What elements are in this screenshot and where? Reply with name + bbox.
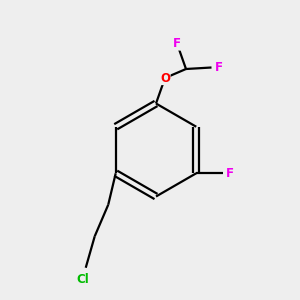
Text: F: F [226,167,234,180]
Text: O: O [160,71,170,85]
Text: F: F [173,37,181,50]
Text: F: F [214,61,223,74]
Text: Cl: Cl [76,273,89,286]
